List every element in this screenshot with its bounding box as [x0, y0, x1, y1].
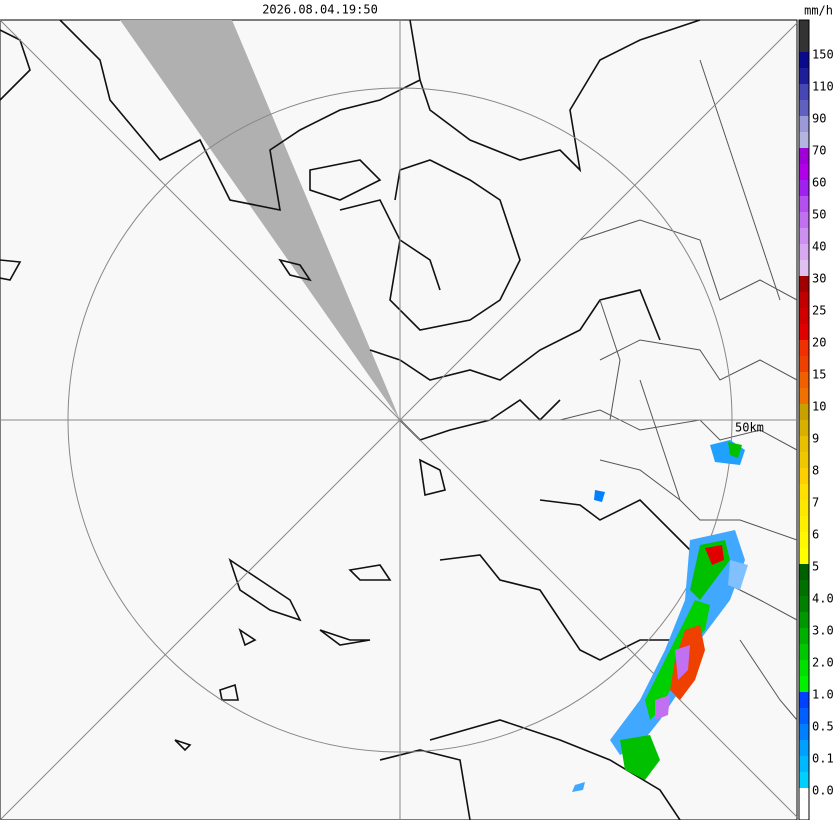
colorbar-label: 10 [812, 400, 826, 414]
range-label: 50km [735, 421, 764, 435]
colorbar-segment [799, 100, 809, 116]
colorbar-segment [799, 180, 809, 196]
colorbar-segment [799, 20, 809, 36]
colorbar-segment [799, 404, 809, 420]
colorbar-label: 0.5 [812, 720, 834, 734]
colorbar-segment [799, 84, 809, 100]
colorbar-label: 30 [812, 272, 826, 286]
colorbar-segment [799, 436, 809, 452]
colorbar-label: 8 [812, 464, 819, 478]
colorbar-segment [799, 580, 809, 596]
colorbar-label: 6 [812, 528, 819, 542]
colorbar-segment [799, 356, 809, 372]
colorbar-segment [799, 628, 809, 644]
colorbar-label: 5 [812, 560, 819, 574]
colorbar-segment [799, 324, 809, 340]
colorbar: 150 110 90 70 60 50 40 30 25 20 15 10 9 8 7 6 5 4.0 3.0 2.0… [798, 19, 834, 820]
colorbar-segment [799, 756, 809, 772]
colorbar-label: 110 [812, 80, 834, 94]
colorbar-label: 9 [812, 432, 819, 446]
colorbar-outline [798, 19, 810, 820]
blocked-sector [120, 20, 400, 420]
colorbar-segment [799, 388, 809, 404]
colorbar-segment [799, 452, 809, 468]
colorbar-label: 15 [812, 368, 826, 382]
unit-label: mm/h [804, 4, 833, 18]
precipitation-echoes [572, 440, 748, 792]
colorbar-segment [799, 676, 809, 692]
colorbar-segment [799, 212, 809, 228]
colorbar-label: 150 [812, 48, 834, 62]
colorbar-segment [799, 644, 809, 660]
colorbar-label: 4.0 [812, 592, 834, 606]
colorbar-segment [799, 500, 809, 516]
colorbar-label: 1.0 [812, 688, 834, 702]
colorbar-segment [799, 244, 809, 260]
colorbar-segment [799, 132, 809, 148]
colorbar-segment [799, 740, 809, 756]
colorbar-label: 90 [812, 112, 826, 126]
colorbar-label: 0.1 [812, 752, 834, 766]
colorbar-segment [799, 468, 809, 484]
colorbar-segment [799, 308, 809, 324]
colorbar-segment [799, 516, 809, 532]
colorbar-segment [799, 724, 809, 740]
colorbar-label: 60 [812, 176, 826, 190]
colorbar-segment [799, 196, 809, 212]
colorbar-label: 7 [812, 496, 819, 510]
colorbar-segment [799, 804, 809, 820]
colorbar-segment [799, 148, 809, 164]
timestamp: 2026.08.04.19:50 [262, 3, 378, 17]
colorbar-segment [799, 420, 809, 436]
colorbar-segment [799, 116, 809, 132]
colorbar-segment [799, 692, 809, 708]
colorbar-label: 2.0 [812, 656, 834, 670]
colorbar-segment [799, 788, 809, 804]
colorbar-segment [799, 340, 809, 356]
colorbar-segment [799, 228, 809, 244]
colorbar-segment [799, 292, 809, 308]
colorbar-segment [799, 708, 809, 724]
crosshair [0, 22, 798, 820]
colorbar-segment [799, 612, 809, 628]
colorbar-label: 3.0 [812, 624, 834, 638]
colorbar-segment [799, 596, 809, 612]
colorbar-segment [799, 372, 809, 388]
colorbar-label: 20 [812, 336, 826, 350]
colorbar-label: 25 [812, 304, 826, 318]
colorbar-segment [799, 548, 809, 564]
colorbar-segment [799, 68, 809, 84]
colorbar-label: 0.0 [812, 784, 834, 798]
colorbar-label: 70 [812, 144, 826, 158]
colorbar-segment [799, 276, 809, 292]
colorbar-segment [799, 660, 809, 676]
colorbar-segment [799, 164, 809, 180]
colorbar-segment [799, 772, 809, 788]
colorbar-segment [799, 484, 809, 500]
colorbar-label: 40 [812, 240, 826, 254]
colorbar-segment [799, 52, 809, 68]
colorbar-segment [799, 564, 809, 580]
boundaries [559, 59, 798, 721]
colorbar-label: 50 [812, 208, 826, 222]
colorbar-segment [799, 260, 809, 276]
colorbar-segment [799, 532, 809, 548]
colorbar-segment [799, 36, 809, 52]
